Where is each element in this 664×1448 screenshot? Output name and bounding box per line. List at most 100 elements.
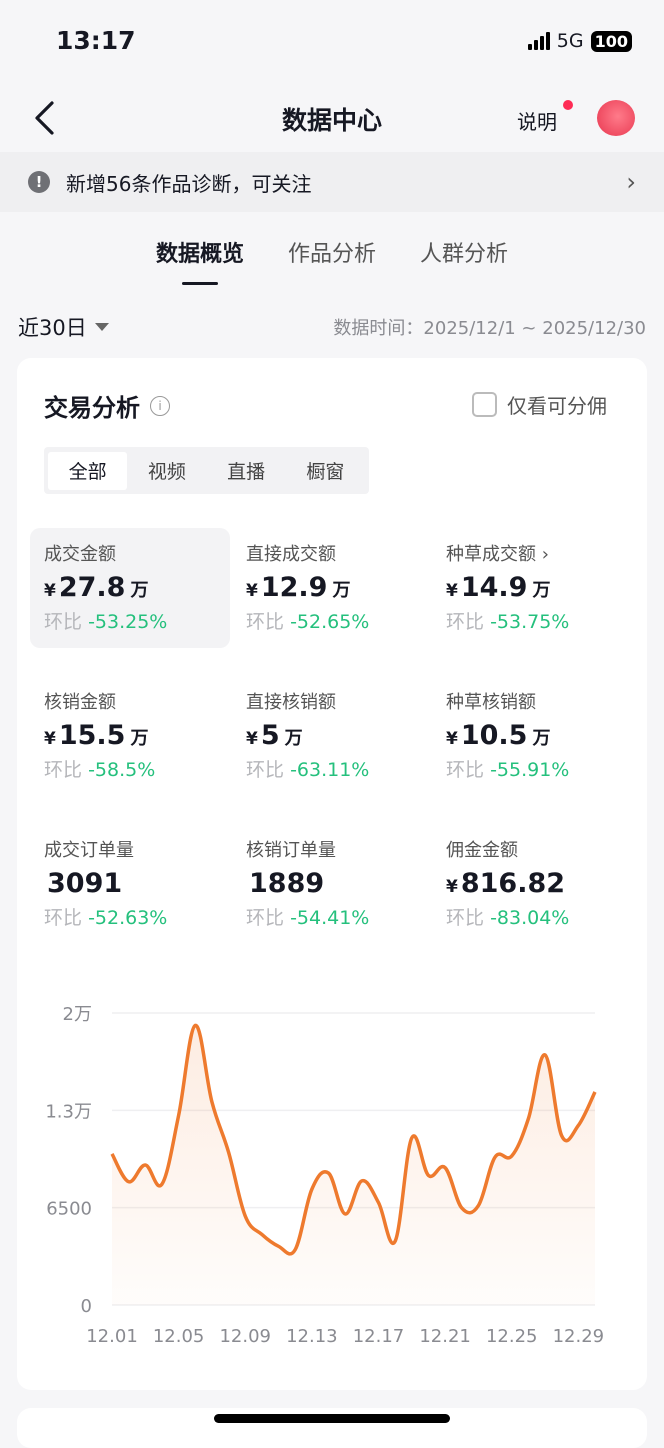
notice-text: 新增56条作品诊断，可关注 [66,168,311,197]
avatar[interactable] [597,100,635,136]
x-tick-label: 12.29 [553,1326,605,1347]
x-tick-label: 12.05 [153,1326,205,1347]
metric-number: 5 [261,720,280,751]
segment-showcase[interactable]: 橱窗 [286,452,365,490]
change-value: -54.41% [290,907,369,929]
checkbox-icon[interactable] [472,392,497,417]
x-tick-label: 12.13 [286,1326,338,1347]
metric-label: 种草核销额 [446,688,618,714]
help-link[interactable]: 说明 [517,106,557,135]
metric-item[interactable]: 佣金金额 ¥816.82 环比 -83.04% [432,824,632,944]
y-tick-label: 0 [81,1296,92,1317]
currency-symbol: ¥ [44,729,56,749]
tab-bar: 数据概览 作品分析 人群分析 [0,236,664,282]
segment-all[interactable]: 全部 [48,452,127,490]
card-title: 交易分析 i [44,388,170,423]
change-label: 环比 [44,907,82,929]
metric-unit: 万 [332,580,350,601]
metric-number: 3091 [47,868,122,899]
metric-change: 环比 -52.65% [246,607,418,634]
y-tick-label: 6500 [46,1199,92,1220]
metric-item[interactable]: 核销订单量 1889 环比 -54.41% [232,824,432,944]
commission-only-checkbox[interactable]: 仅看可分佣 [472,390,607,419]
metric-label: 佣金金额 [446,836,618,862]
metric-change: 环比 -58.5% [44,755,216,782]
card-title-text: 交易分析 [44,388,140,423]
metric-label: 核销金额 [44,688,216,714]
x-tick-label: 12.21 [419,1326,471,1347]
metric-value: 3091 [44,868,216,899]
date-range-dropdown[interactable]: 近30日 [18,312,109,342]
change-value: -63.11% [290,759,369,781]
metric-unit: 万 [130,728,148,749]
x-tick-label: 12.01 [86,1326,138,1347]
channel-segmented-control: 全部 视频 直播 橱窗 [44,447,369,494]
metric-change: 环比 -83.04% [446,903,618,930]
metric-unit: 万 [285,728,303,749]
home-indicator[interactable] [214,1414,450,1423]
info-icon[interactable]: i [150,396,170,416]
metric-number: 10.5 [461,720,528,751]
metric-change: 环比 -53.25% [44,607,216,634]
metric-value: 1889 [246,868,418,899]
metric-number: 27.8 [59,572,126,603]
tab-works-analysis[interactable]: 作品分析 [288,236,376,282]
metric-change: 环比 -52.63% [44,903,216,930]
segment-video[interactable]: 视频 [127,452,206,490]
chevron-right-icon: › [626,168,636,196]
metric-number: 15.5 [59,720,126,751]
change-value: -53.75% [490,611,569,633]
metric-label: 成交订单量 [44,836,216,862]
currency-symbol: ¥ [246,581,258,601]
change-value: -52.63% [88,907,167,929]
metric-label: 种草成交额 › [446,540,618,566]
change-label: 环比 [246,907,284,929]
metric-unit: 万 [532,728,550,749]
date-range-label: 近30日 [18,312,87,342]
metric-label: 成交金额 [44,540,216,566]
data-time: 数据时间：2025/12/1 ~ 2025/12/30 [333,314,646,340]
y-tick-label: 2万 [63,1004,92,1025]
metric-change: 环比 -63.11% [246,755,418,782]
change-label: 环比 [246,611,284,633]
metric-change: 环比 -54.41% [246,903,418,930]
notice-banner[interactable]: ! 新增56条作品诊断，可关注 › [0,152,664,212]
change-value: -53.25% [88,611,167,633]
change-label: 环比 [246,759,284,781]
change-value: -52.65% [290,611,369,633]
metric-unit: 万 [532,580,550,601]
checkbox-label: 仅看可分佣 [507,390,607,419]
currency-symbol: ¥ [446,581,458,601]
status-time: 13:17 [56,26,136,55]
caret-down-icon [95,323,109,331]
notification-dot [563,100,573,110]
change-label: 环比 [44,611,82,633]
signal-icon [528,32,550,50]
metric-label: 直接成交额 [246,540,418,566]
metric-item[interactable]: 成交订单量 3091 环比 -52.63% [30,824,230,944]
y-tick-label: 1.3万 [45,1101,92,1122]
currency-symbol: ¥ [44,581,56,601]
change-value: -58.5% [88,759,155,781]
tab-audience-analysis[interactable]: 人群分析 [420,236,508,282]
metric-change: 环比 -53.75% [446,607,618,634]
change-value: -55.91% [490,759,569,781]
x-tick-label: 12.25 [486,1326,538,1347]
network-type: 5G [557,30,584,52]
currency-symbol: ¥ [446,877,458,897]
x-tick-label: 12.17 [353,1326,405,1347]
tab-overview[interactable]: 数据概览 [156,236,244,282]
segment-live[interactable]: 直播 [207,452,286,490]
